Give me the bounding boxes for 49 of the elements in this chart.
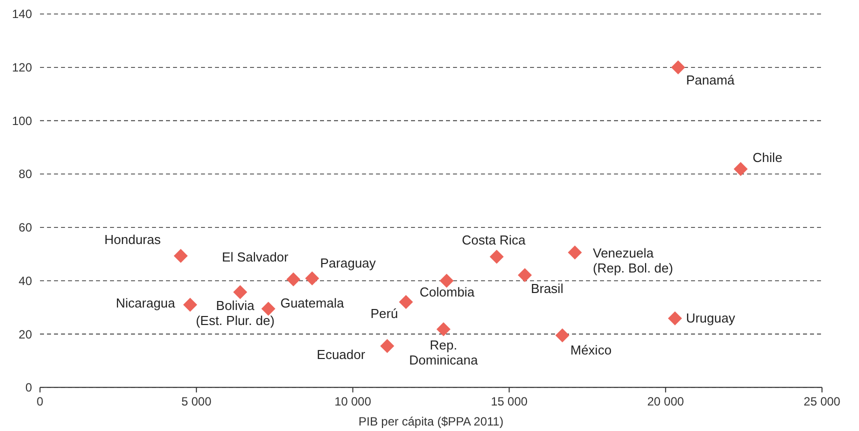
annotation: Guatemala [280, 296, 345, 312]
y-tick-label: 80 [18, 167, 32, 182]
point [174, 248, 188, 263]
point [305, 271, 320, 286]
point [671, 60, 686, 74]
annotation: Nicaragua [116, 296, 176, 312]
y-tick-label: 140 [12, 7, 32, 22]
point [233, 285, 248, 300]
point [568, 245, 582, 260]
x-tick-label: 15 000 [490, 394, 528, 408]
x-tick-label: 10 000 [334, 394, 372, 408]
annotation: Costa Rica [462, 233, 526, 248]
x-tick-label: 20 000 [647, 394, 684, 408]
point [261, 302, 276, 316]
annotation: Brasil [530, 282, 564, 297]
annotation: Ecuador [316, 347, 366, 362]
x-tick-label: 5 000 [181, 394, 212, 408]
annotation: Colombia [420, 285, 476, 300]
point [734, 162, 748, 176]
point [518, 268, 532, 282]
annotation: Paraguay [320, 256, 376, 271]
annotation: Chile [752, 150, 782, 166]
annotation: Venezuela (Rep. Bol. de) [592, 246, 674, 276]
annotation: Bolivia (Est. Plur. de) [196, 298, 275, 329]
x-tick-label: 0 [36, 394, 44, 408]
y-tick-label: 0 [25, 380, 32, 395]
point [183, 298, 198, 312]
y-tick-label: 60 [18, 220, 32, 235]
annotation: Honduras [104, 232, 162, 248]
annotation: Rep. Dominicana [409, 338, 479, 368]
annotation: El Salvador [222, 250, 290, 265]
x-axis-title: PIB per cápita ($PPA 2011) [358, 414, 504, 428]
annotation: Panamá [686, 72, 736, 88]
point [440, 274, 454, 288]
point [668, 311, 682, 326]
point [490, 250, 504, 264]
annotation: México [570, 342, 612, 358]
annotation: Perú [370, 306, 398, 322]
annotation: Uruguay [686, 310, 736, 326]
y-tick-label: 20 [18, 327, 32, 342]
point [380, 339, 394, 354]
x-tick-label: 25 000 [804, 394, 841, 408]
point [436, 322, 451, 336]
point [286, 272, 300, 286]
y-tick-label: 120 [12, 60, 32, 75]
y-tick-label: 100 [12, 114, 32, 128]
y-tick-label: 40 [18, 274, 32, 288]
point [555, 328, 570, 342]
point [398, 295, 413, 310]
